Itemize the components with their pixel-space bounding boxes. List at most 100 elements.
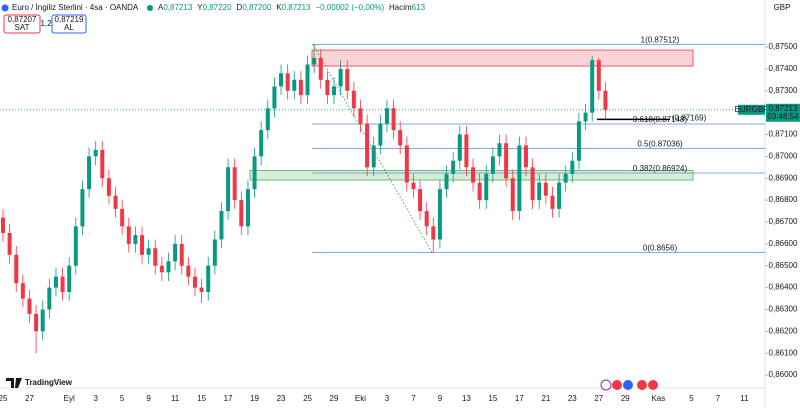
x-tick-label: 15 <box>197 394 206 403</box>
candle-body <box>93 149 98 157</box>
x-tick-label: 25 <box>0 394 8 403</box>
candle-body <box>298 79 303 96</box>
candle-body <box>411 182 416 190</box>
ohlc-value: 0,87213 <box>163 3 192 12</box>
candle-body <box>226 167 231 212</box>
candle-body <box>437 189 442 240</box>
y-tick-label: 0,86200 <box>769 326 798 335</box>
candle-body <box>60 276 65 292</box>
candle-body <box>484 173 489 201</box>
ohlc-key: A <box>158 3 164 12</box>
spread: 1,2 <box>40 19 52 28</box>
currency: GBP <box>774 3 791 12</box>
y-tick-label: 0,87000 <box>769 151 798 160</box>
candle-body <box>332 86 336 96</box>
candle-body <box>570 160 575 174</box>
candle-body <box>404 145 409 183</box>
candle-body <box>179 243 184 266</box>
candle-body <box>497 143 502 157</box>
candle-body <box>159 265 164 273</box>
x-tick-label: 11 <box>171 394 180 403</box>
x-tick-label: 17 <box>515 394 524 403</box>
candle-body <box>87 156 92 190</box>
candle-body <box>477 182 482 201</box>
fib-label: 1(0.87512) <box>641 36 680 45</box>
candle-body <box>384 108 389 124</box>
x-tick-label: 9 <box>146 394 151 403</box>
event-icon[interactable] <box>600 379 612 391</box>
candle-body <box>53 276 58 288</box>
y-tick-label: 0,86400 <box>769 283 798 292</box>
candle-body <box>232 167 237 201</box>
x-tick-label: Eki <box>355 394 366 403</box>
candle-body <box>444 173 449 190</box>
symbol-icon <box>1 4 9 12</box>
x-tick-label: 3 <box>93 394 98 403</box>
candle-body <box>173 243 178 262</box>
candle-body <box>272 86 277 109</box>
candle-body <box>239 200 244 227</box>
candle-body <box>510 178 515 212</box>
y-tick-label: 0,86100 <box>769 348 798 357</box>
buy-price: 0,87219 <box>55 15 84 24</box>
x-tick-label: 27 <box>25 394 34 403</box>
candle-body <box>27 298 32 314</box>
symbol-tag <box>738 104 765 115</box>
volume-label: Hacim <box>389 3 412 12</box>
candle-body <box>40 309 45 332</box>
candle-body <box>523 145 528 168</box>
candle-body <box>576 121 581 161</box>
candle-body <box>47 287 52 310</box>
candle-body <box>100 149 105 179</box>
x-tick-label: 25 <box>303 394 312 403</box>
x-tick-label: 17 <box>224 394 233 403</box>
x-tick-label: 29 <box>330 394 339 403</box>
brand-logo <box>6 378 22 388</box>
y-tick-label: 0,86800 <box>769 195 798 204</box>
candle-body <box>371 145 376 168</box>
event-icon[interactable] <box>648 380 658 390</box>
candle-body <box>418 189 423 212</box>
symbol-label: EURGBP <box>735 105 769 114</box>
candle-body <box>73 226 78 266</box>
candle-body <box>153 248 158 266</box>
sell-button[interactable] <box>3 14 41 34</box>
candle-body <box>464 134 469 168</box>
candle-body <box>80 189 85 227</box>
candle-body <box>345 68 350 91</box>
sell-label: SAT <box>15 23 30 32</box>
event-icon[interactable] <box>623 380 633 390</box>
candle-body <box>530 167 535 201</box>
candle-body <box>318 57 323 80</box>
x-tick-label: 7 <box>716 394 721 403</box>
annotation-label: (0.87169) <box>672 114 707 123</box>
y-tick-label: 0,86700 <box>769 217 798 226</box>
candle-body <box>146 248 151 255</box>
ohlc-key: D <box>237 3 243 12</box>
event-icon[interactable] <box>637 380 647 390</box>
event-icon[interactable] <box>612 380 622 390</box>
candle-body <box>20 283 25 299</box>
ohlc-value: 0,87200 <box>242 3 271 12</box>
candle-body <box>312 57 317 65</box>
candle-body <box>265 108 270 131</box>
x-tick-label: 7 <box>411 394 416 403</box>
countdown: 03:46:54 <box>767 112 799 121</box>
ohlc-header: A0,87213 Y0,87220 D0,87200 K0,87213 −0,00002… <box>158 3 426 12</box>
y-tick-label: 0,87300 <box>769 86 798 95</box>
candle-body <box>7 232 12 255</box>
buy-button[interactable] <box>51 14 87 34</box>
candle-body <box>596 60 601 91</box>
candle-body <box>583 112 588 122</box>
candle-body <box>457 134 462 161</box>
x-tick-label: 9 <box>438 394 443 403</box>
candle-body <box>471 167 476 183</box>
candle-body <box>451 160 456 174</box>
candle-body <box>490 156 495 174</box>
candle-body <box>219 211 224 240</box>
ohlc-key: Y <box>197 3 203 12</box>
candle-body <box>504 143 509 179</box>
candle-body <box>245 189 250 227</box>
candle-body <box>113 195 118 209</box>
